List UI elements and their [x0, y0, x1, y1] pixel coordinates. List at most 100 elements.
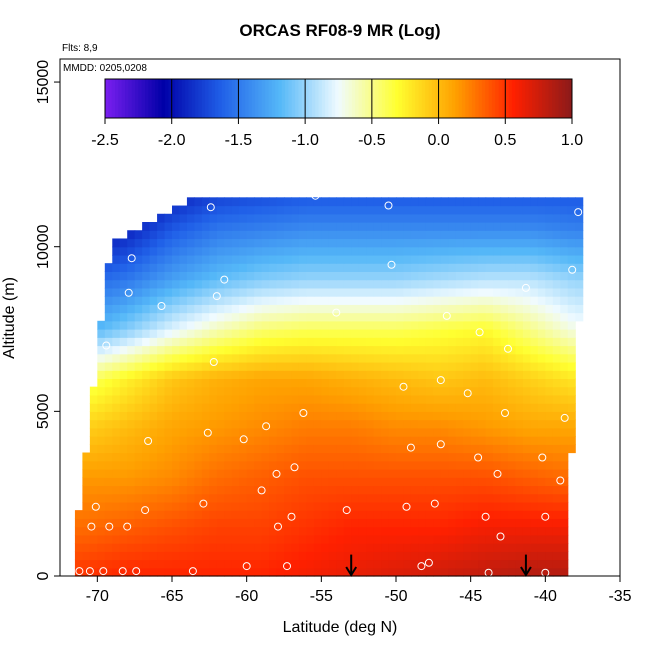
heatmap-cell	[463, 370, 472, 380]
colorbar-segment	[541, 79, 546, 118]
heatmap-cell	[119, 551, 128, 561]
heatmap-cell	[291, 230, 300, 240]
heatmap-cell	[149, 567, 158, 577]
x-tick-label: -40	[534, 588, 557, 605]
heatmap-cell	[485, 361, 494, 371]
heatmap-cell	[284, 386, 293, 396]
heatmap-cell	[134, 263, 143, 272]
heatmap-cell	[537, 304, 546, 314]
colorbar-segment	[301, 79, 306, 118]
heatmap-cell	[530, 419, 539, 429]
heatmap-cell	[478, 246, 487, 256]
heatmap-cell	[493, 329, 502, 338]
heatmap-cell	[381, 320, 390, 330]
heatmap-cell	[164, 312, 173, 322]
heatmap-cell	[276, 279, 285, 289]
heatmap-cell	[485, 477, 494, 487]
heatmap-cell	[254, 337, 263, 347]
heatmap-cell	[470, 436, 479, 445]
heatmap-cell	[194, 403, 203, 412]
heatmap-cell	[201, 304, 210, 314]
heatmap-cell	[261, 213, 270, 223]
heatmap-cell	[134, 436, 143, 445]
heatmap-cell	[515, 510, 524, 519]
heatmap-cell	[358, 452, 367, 462]
heatmap-cell	[306, 361, 315, 371]
heatmap-cell	[246, 419, 255, 429]
heatmap-cell	[343, 386, 352, 396]
heatmap-cell	[291, 551, 300, 561]
heatmap-cell	[306, 485, 315, 495]
heatmap-cell	[284, 213, 293, 223]
observation-point	[501, 409, 509, 417]
heatmap-cell	[448, 501, 457, 511]
heatmap-cell	[89, 394, 98, 404]
heatmap-cell	[508, 279, 517, 289]
heatmap-cell	[328, 485, 337, 495]
heatmap-cell	[321, 493, 330, 503]
heatmap-cell	[306, 205, 315, 215]
heatmap-cell	[313, 460, 322, 470]
heatmap-cell	[388, 468, 397, 478]
heatmap-cell	[142, 370, 151, 380]
heatmap-cell	[545, 370, 554, 380]
heatmap-cell	[112, 254, 121, 264]
heatmap-cell	[500, 386, 509, 396]
heatmap-cell	[313, 345, 322, 355]
heatmap-cell	[209, 296, 218, 305]
heatmap-cell	[425, 543, 434, 552]
heatmap-cell	[545, 213, 554, 223]
heatmap-cell	[97, 567, 106, 577]
heatmap-cell	[410, 493, 419, 503]
heatmap-cell	[142, 312, 151, 322]
heatmap-cell	[545, 427, 554, 437]
heatmap-cell	[403, 197, 412, 207]
heatmap-cell	[157, 386, 166, 396]
heatmap-cell	[216, 296, 225, 305]
heatmap-cell	[560, 526, 569, 536]
colorbar-segment	[121, 79, 126, 118]
heatmap-cell	[545, 287, 554, 297]
heatmap-cell	[201, 263, 210, 272]
heatmap-cell	[485, 337, 494, 347]
heatmap-cell	[537, 460, 546, 470]
heatmap-cell	[142, 460, 151, 470]
colorbar-segment	[151, 79, 156, 118]
heatmap-cell	[515, 213, 524, 223]
heatmap-cell	[186, 518, 195, 528]
heatmap-cell	[425, 345, 434, 355]
heatmap-cell	[254, 386, 263, 396]
heatmap-cell	[478, 370, 487, 380]
heatmap-cell	[478, 279, 487, 289]
heatmap-cell	[552, 394, 561, 404]
heatmap-cell	[261, 411, 270, 421]
heatmap-cell	[239, 287, 248, 297]
heatmap-cell	[216, 287, 225, 297]
heatmap-cell	[418, 551, 427, 561]
heatmap-cell	[269, 551, 278, 561]
heatmap-cell	[560, 436, 569, 445]
heatmap-cell	[381, 394, 390, 404]
heatmap-cell	[269, 370, 278, 380]
heatmap-cell	[231, 559, 240, 569]
heatmap-cell	[366, 230, 375, 240]
heatmap-cell	[97, 526, 106, 536]
heatmap-cell	[239, 238, 248, 248]
heatmap-cell	[508, 378, 517, 388]
heatmap-cell	[179, 312, 188, 322]
heatmap-cell	[246, 287, 255, 297]
heatmap-cell	[127, 254, 136, 264]
heatmap-cell	[276, 320, 285, 330]
heatmap-cell	[463, 337, 472, 347]
heatmap-cell	[269, 296, 278, 305]
heatmap-cell	[560, 230, 569, 240]
heatmap-cell	[216, 386, 225, 396]
heatmap-cell	[298, 394, 307, 404]
colorbar-segment	[248, 79, 253, 118]
heatmap-cell	[276, 213, 285, 223]
heatmap-cell	[478, 361, 487, 371]
colorbar-segment	[205, 79, 209, 118]
heatmap-cell	[560, 501, 569, 511]
heatmap-cell	[388, 353, 397, 363]
